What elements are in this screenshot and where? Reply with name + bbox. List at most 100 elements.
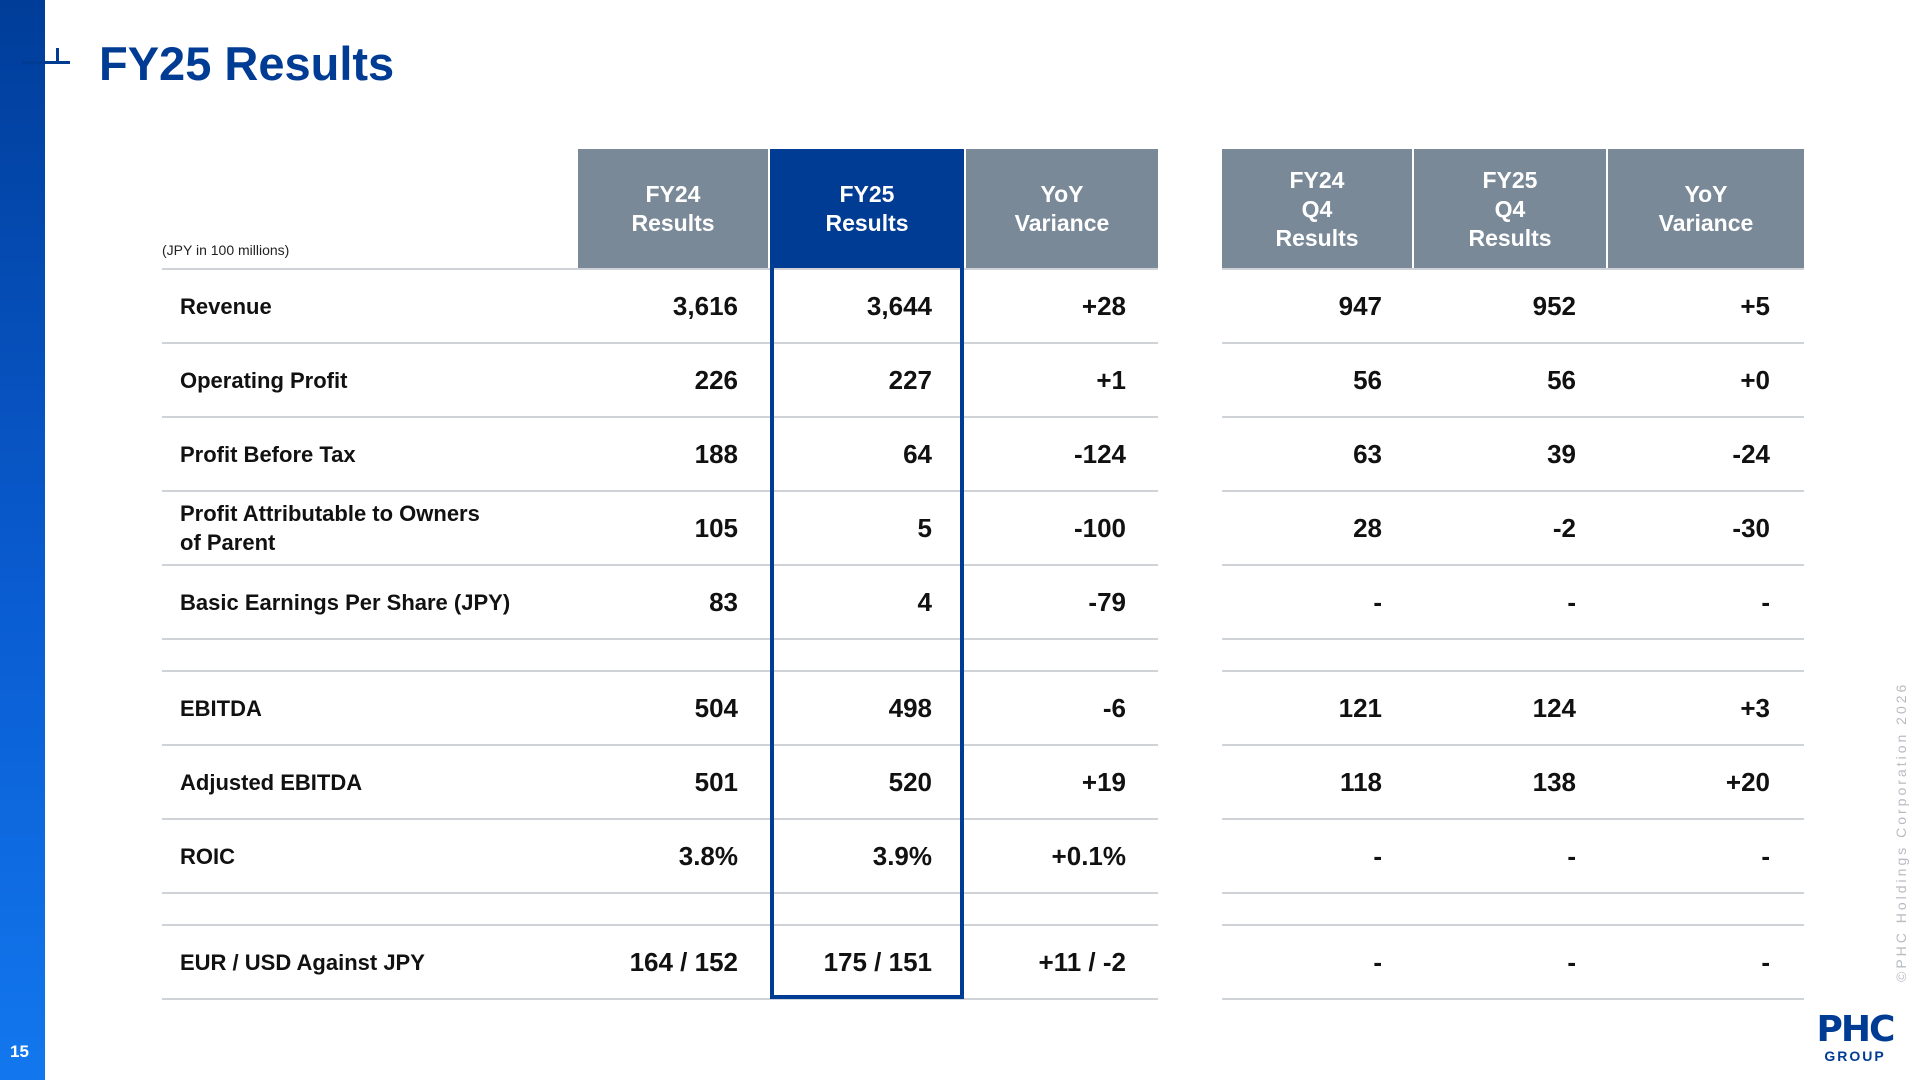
table-cell: 124 xyxy=(1532,692,1576,723)
row-divider xyxy=(1222,744,1804,746)
table-cell: +5 xyxy=(1740,290,1770,321)
row-label-ebitda: EBITDA xyxy=(180,695,262,721)
header-fy25-q4-results: FY25 Q4 Results xyxy=(1414,149,1606,269)
row-label-basic-eps: Basic Earnings Per Share (JPY) xyxy=(180,589,511,615)
row-divider xyxy=(1222,342,1804,344)
table-cell: - xyxy=(1761,840,1770,871)
row-divider xyxy=(1222,924,1804,926)
table-cell: -30 xyxy=(1732,512,1770,543)
header-yoy-variance: YoY Variance xyxy=(966,149,1158,269)
row-divider xyxy=(1222,490,1804,492)
row-label-eur-usd: EUR / USD Against JPY xyxy=(180,949,425,975)
table-cell: 83 xyxy=(709,586,738,617)
row-divider xyxy=(1222,416,1804,418)
row-divider xyxy=(1222,818,1804,820)
table-cell: +28 xyxy=(1081,290,1126,321)
table-cell: 118 xyxy=(1340,766,1382,797)
table-cell: 3,644 xyxy=(866,290,932,321)
table-cell: - xyxy=(1567,586,1576,617)
title-rule-tick xyxy=(56,48,59,64)
row-divider xyxy=(1222,892,1804,894)
row-divider xyxy=(1222,670,1804,672)
table-cell: 520 xyxy=(888,766,932,797)
table-cell: +1 xyxy=(1096,364,1126,395)
row-divider xyxy=(162,670,1158,672)
table-cell: -24 xyxy=(1732,438,1770,469)
table-cell: - xyxy=(1761,946,1770,977)
row-label-profit-before-tax: Profit Before Tax xyxy=(180,441,356,467)
row-divider xyxy=(162,416,1158,418)
table-cell: - xyxy=(1373,946,1382,977)
table-cell: 138 xyxy=(1532,766,1576,797)
table-cell: 56 xyxy=(1547,364,1576,395)
row-divider xyxy=(162,818,1158,820)
row-label-profit-attributable: Profit Attributable to Owners of Parent xyxy=(180,501,480,555)
row-divider xyxy=(162,924,1158,926)
row-label-operating-profit: Operating Profit xyxy=(180,367,348,393)
table-cell: 64 xyxy=(903,438,932,469)
table-cell: - xyxy=(1567,840,1576,871)
side-accent-bar xyxy=(0,0,45,1080)
header-fy24-results: FY24 Results xyxy=(578,149,768,269)
table-cell: 4 xyxy=(917,586,932,617)
table-cell: 504 xyxy=(694,692,738,723)
table-cell: - xyxy=(1761,586,1770,617)
table-cell: 164 / 152 xyxy=(629,946,738,977)
fy25-highlight-box xyxy=(770,149,964,999)
table-cell: 3,616 xyxy=(672,290,738,321)
table-cell: 28 xyxy=(1353,512,1382,543)
table-cell: 3.8% xyxy=(678,840,738,871)
table-cell: 188 xyxy=(694,438,738,469)
copyright-notice: ©PHC Holdings Corporation 2026 xyxy=(1893,681,1909,982)
table-cell: -2 xyxy=(1552,512,1576,543)
row-divider xyxy=(1222,998,1804,1000)
row-divider xyxy=(162,564,1158,566)
table-cell: +3 xyxy=(1740,692,1770,723)
header-fy25-results: FY25 Results xyxy=(770,149,964,269)
row-divider xyxy=(162,490,1158,492)
page-number: 15 xyxy=(10,1042,29,1061)
row-label-roic: ROIC xyxy=(180,843,235,869)
table-cell: 39 xyxy=(1547,438,1576,469)
table-cell: 947 xyxy=(1338,290,1382,321)
table-cell: +0 xyxy=(1740,364,1770,395)
row-divider xyxy=(162,342,1158,344)
table-cell: 5 xyxy=(917,512,932,543)
row-divider xyxy=(162,268,1158,270)
row-divider xyxy=(162,638,1158,640)
table-cell: -124 xyxy=(1073,438,1126,469)
table-cell: 56 xyxy=(1353,364,1382,395)
row-divider xyxy=(1222,268,1804,270)
table-cell: 105 xyxy=(694,512,738,543)
table-cell: - xyxy=(1567,946,1576,977)
table-cell: +19 xyxy=(1081,766,1126,797)
logo-subtext: GROUP xyxy=(1824,1048,1886,1064)
table-cell: 227 xyxy=(888,364,932,395)
row-label-adjusted-ebitda: Adjusted EBITDA xyxy=(180,769,363,795)
table-cell: 63 xyxy=(1353,438,1382,469)
row-divider xyxy=(162,892,1158,894)
table-cell: 3.9% xyxy=(872,840,932,871)
unit-note: (JPY in 100 millions) xyxy=(162,242,290,258)
row-divider xyxy=(1222,564,1804,566)
table-cell: -6 xyxy=(1102,692,1126,723)
table-cell: 952 xyxy=(1532,290,1576,321)
title-rule xyxy=(22,61,70,64)
phc-group-logo: PHC GROUP xyxy=(1808,1012,1902,1065)
table-cell: -79 xyxy=(1088,586,1126,617)
table-cell: - xyxy=(1373,586,1382,617)
row-divider xyxy=(162,998,1158,1000)
table-cell: +20 xyxy=(1725,766,1770,797)
table-cell: 498 xyxy=(888,692,932,723)
row-divider xyxy=(1222,638,1804,640)
row-divider xyxy=(162,744,1158,746)
row-label-revenue: Revenue xyxy=(180,293,272,319)
table-cell: -100 xyxy=(1073,512,1126,543)
header-fy24-q4-results: FY24 Q4 Results xyxy=(1222,149,1412,269)
table-cell: +11 / -2 xyxy=(1038,946,1126,977)
table-cell: 226 xyxy=(694,364,738,395)
table-cell: 501 xyxy=(694,766,738,797)
header-q4-yoy-variance: YoY Variance xyxy=(1608,149,1804,269)
table-cell: 121 xyxy=(1338,692,1382,723)
table-cell: +0.1% xyxy=(1051,840,1126,871)
